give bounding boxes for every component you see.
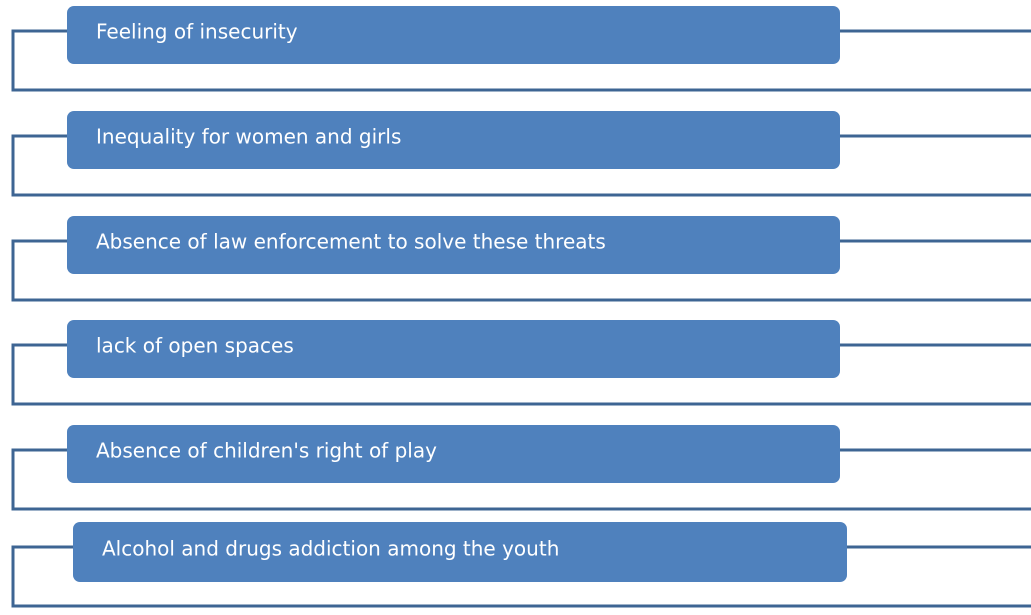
item-label: Absence of law enforcement to solve thes… [96, 230, 606, 254]
bracket-line [11, 545, 1031, 608]
bracket-line [11, 134, 1031, 197]
item-box [67, 6, 840, 64]
bracket-line [11, 29, 1031, 92]
item-label: Feeling of insecurity [96, 20, 298, 44]
item-box [73, 522, 847, 582]
bracket-line [11, 239, 1031, 302]
bracket-line [11, 343, 1031, 406]
item-box [67, 425, 840, 483]
item-label: Absence of children's right of play [96, 439, 437, 463]
item-label: Inequality for women and girls [96, 125, 401, 149]
item-label: lack of open spaces [96, 334, 294, 358]
item-box [67, 320, 840, 378]
bracket-line [11, 448, 1031, 511]
item-label: Alcohol and drugs addiction among the yo… [102, 537, 559, 561]
item-box [67, 216, 840, 274]
item-box [67, 111, 840, 169]
